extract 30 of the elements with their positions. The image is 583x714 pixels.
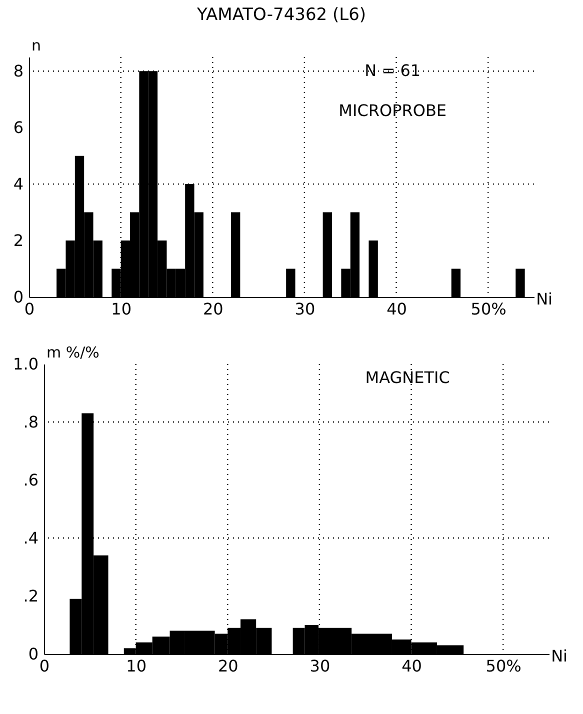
x-tick-label: 30: [294, 300, 316, 318]
y-tick-label: 0: [28, 644, 38, 664]
x-tick-label: 20: [218, 656, 238, 676]
annotation: MICROPROBE: [338, 101, 447, 120]
x-axis-title: Ni: [551, 646, 568, 666]
y-tick-label: .8: [23, 412, 38, 432]
x-tick-label: 30: [310, 656, 330, 676]
y-tick-label: 6: [13, 118, 24, 138]
y-tick-label: 8: [13, 62, 24, 81]
y-tick-label: 1.0: [13, 354, 38, 374]
y-axis-title: n: [32, 36, 42, 54]
annotation: N = 61: [364, 61, 421, 80]
x-tick-label: 10: [126, 656, 146, 676]
y-tick-label: 4: [13, 174, 24, 194]
y-tick-label: 0: [13, 288, 24, 306]
y-tick-label: .6: [23, 470, 38, 490]
annotation: MAGNETIC: [365, 368, 450, 387]
y-tick-label: 2: [13, 231, 24, 250]
chart-title: YAMATO-74362 (L6): [196, 5, 366, 25]
x-tick-label: 50%: [470, 300, 506, 318]
y-tick-label: .4: [23, 528, 38, 548]
x-tick-label: 20: [202, 300, 224, 318]
x-tick-label: 40: [386, 300, 407, 318]
x-tick-label: 10: [111, 300, 132, 318]
x-tick-label: 40: [402, 656, 422, 676]
y-tick-label: .2: [23, 586, 38, 606]
x-axis-title: Ni: [536, 290, 552, 308]
x-tick-label: 50%: [486, 656, 522, 676]
y-axis-title: m %/%: [46, 344, 100, 362]
x-tick-label: 0: [39, 656, 50, 676]
